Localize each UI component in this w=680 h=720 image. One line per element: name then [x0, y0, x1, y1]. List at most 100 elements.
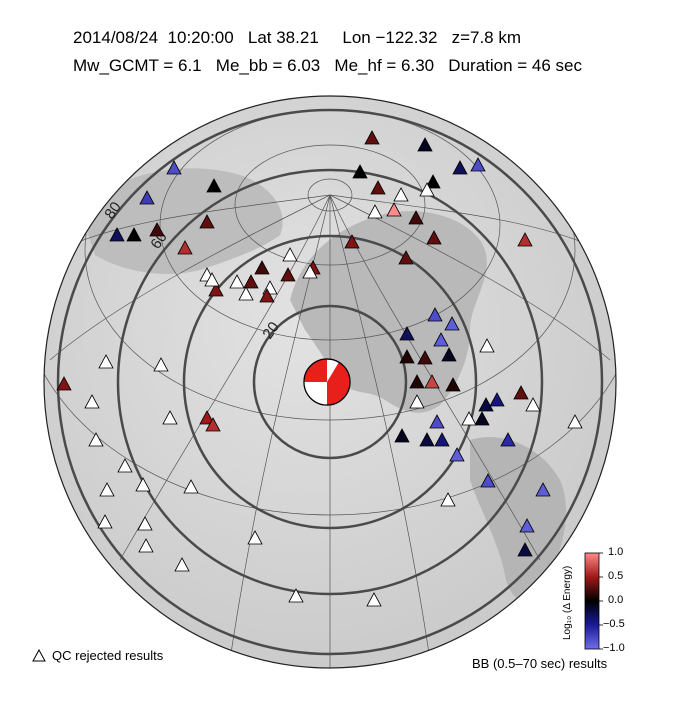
station-marker	[513, 385, 529, 400]
station-marker	[419, 432, 435, 447]
qc-rejected-station-marker	[440, 492, 456, 507]
station-marker	[409, 374, 425, 389]
qc-rejected-station-marker	[138, 538, 154, 553]
station-marker	[139, 190, 155, 205]
qc-rejected-station-marker	[461, 411, 477, 426]
station-marker	[429, 414, 445, 429]
distance-label-80: 80	[101, 199, 124, 222]
colorbar-tick: 1.0	[608, 546, 624, 558]
station-marker	[434, 432, 450, 447]
station-marker	[474, 411, 490, 426]
qc-rejected-station-marker	[153, 357, 169, 372]
station-marker	[408, 210, 424, 225]
station-marker	[417, 350, 433, 365]
qc-rejected-station-marker	[162, 410, 178, 425]
station-marker	[427, 307, 443, 322]
qc-rejected-station-marker	[525, 397, 541, 412]
colorbar-title: Log₁₀ (Δ Energy)	[562, 565, 573, 640]
qc-rejected-station-marker	[282, 247, 298, 262]
station-marker	[424, 374, 440, 389]
station-marker	[386, 202, 402, 217]
station-marker	[519, 518, 535, 533]
station-marker	[517, 232, 533, 247]
qc-rejected-station-marker	[302, 264, 318, 279]
distance-label-20: 20	[259, 319, 282, 342]
colorbar	[584, 552, 600, 650]
station-marker	[480, 473, 496, 488]
magnitude-info-line: Mw_GCMT = 6.1 Me_bb = 6.03 Me_hf = 6.30 …	[73, 56, 583, 75]
qc-rejected-station-marker	[137, 516, 153, 531]
distance-ring-60	[116, 168, 544, 596]
station-marker	[259, 288, 275, 303]
qc-rejected-station-marker	[97, 514, 113, 529]
focal-mechanism-beachball	[303, 358, 351, 406]
distance-ring-40	[182, 234, 478, 530]
graticule	[44, 96, 616, 668]
station-marker	[243, 274, 259, 289]
qc-rejected-station-marker	[135, 477, 151, 492]
station-marker	[149, 222, 165, 237]
station-marker	[254, 260, 270, 275]
colorbar-tick: −1.0	[603, 642, 625, 654]
station-marker	[166, 160, 182, 175]
distance-rings	[56, 108, 604, 656]
qc-rejected-station-marker	[238, 286, 254, 301]
station-marker	[280, 267, 296, 282]
qc-rejected-station-marker	[174, 557, 190, 572]
qc-legend: QC rejected results	[32, 648, 163, 663]
station-marker	[199, 410, 215, 425]
qc-rejected-station-marker	[117, 458, 133, 473]
station-marker	[56, 376, 72, 391]
globe-rim	[43, 95, 617, 669]
station-marker	[470, 157, 486, 172]
station-marker	[478, 397, 494, 412]
qc-rejected-station-marker	[247, 530, 263, 545]
station-marker	[370, 180, 386, 195]
qc-rejected-station-marker	[99, 482, 115, 497]
qc-rejected-station-marker	[409, 394, 425, 409]
distance-ring-80	[56, 108, 604, 656]
qc-rejected-station-marker	[567, 414, 583, 429]
station-marker	[394, 428, 410, 443]
station-marker	[205, 417, 221, 432]
qc-rejected-station-marker	[88, 432, 104, 447]
station-marker	[489, 392, 505, 407]
event-info-line: 2014/08/24 10:20:00 Lat 38.21 Lon −122.3…	[73, 28, 522, 47]
qc-rejected-station-marker	[84, 394, 100, 409]
qc-rejected-station-marker	[479, 338, 495, 353]
station-marker	[199, 214, 215, 229]
qc-rejected-station-marker	[183, 479, 199, 494]
station-marker	[399, 349, 415, 364]
qc-rejected-station-marker	[288, 588, 304, 603]
station-marker	[433, 332, 449, 347]
station-marker	[452, 160, 468, 175]
qc-rejected-station-marker	[367, 204, 383, 219]
station-marker	[109, 227, 125, 242]
station-marker	[500, 432, 516, 447]
station-marker	[445, 377, 461, 392]
station-marker	[398, 250, 414, 265]
station-marker	[535, 482, 551, 497]
station-marker	[364, 130, 380, 145]
qc-rejected-station-marker	[419, 182, 435, 197]
station-marker	[126, 227, 142, 242]
qc-rejected-station-marker	[204, 272, 220, 287]
qc-triangle-icon	[32, 648, 46, 662]
station-marker	[352, 164, 368, 179]
station-marker	[426, 230, 442, 245]
station-marker	[517, 542, 533, 557]
bb-legend-label: BB (0.5–70 sec) results	[472, 656, 608, 671]
colorbar-tick: 0.5	[608, 570, 624, 582]
station-marker	[208, 282, 224, 297]
distance-ring-20	[252, 304, 408, 460]
station-marker	[425, 174, 441, 189]
qc-rejected-station-marker	[98, 354, 114, 369]
station-marker	[206, 178, 222, 193]
qc-rejected-station-marker	[229, 274, 245, 289]
station-marker	[444, 316, 460, 331]
station-marker	[441, 347, 457, 362]
colorbar-tick: −0.5	[603, 618, 625, 630]
qc-legend-label: QC rejected results	[52, 648, 164, 663]
station-marker	[344, 234, 360, 249]
